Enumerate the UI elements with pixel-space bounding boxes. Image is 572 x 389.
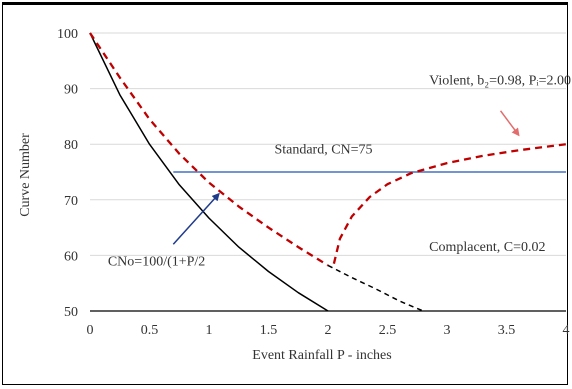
y-tick-label: 100 (57, 27, 78, 42)
y-tick-label: 90 (64, 83, 78, 98)
annotation-arrow-violent (499, 110, 520, 137)
y-tick-label: 60 (64, 249, 78, 264)
axes: 50 60 70 80 90 100 0 0.5 1 1.5 2 2.5 3 3.5 4 Event Rain… (18, 27, 570, 363)
x-tick-label: 1.5 (260, 323, 278, 338)
y-axis-title: Curve Number (18, 133, 33, 217)
x-tick-label: 0 (87, 323, 94, 338)
annotation-violent: Violent, b₂=0.98, Pᵢ=2.00 (429, 74, 571, 89)
x-tick-label: 3.5 (498, 323, 516, 338)
x-tick-label: 2 (325, 323, 332, 338)
annotation-complacent: Complacent, C=0.02 (429, 240, 545, 255)
y-tick-label: 50 (64, 305, 78, 320)
x-tick-label: 4 (563, 323, 570, 338)
x-tick-label: 1 (206, 323, 213, 338)
annotation-arrow-cno (172, 192, 220, 245)
grid-lines (90, 32, 566, 256)
y-tick-label: 70 (64, 194, 78, 209)
series-violent-falling (89, 32, 329, 267)
series-complacent-continuation (327, 264, 424, 312)
series-group (89, 32, 567, 312)
x-axis-title: Event Rainfall P - inches (252, 348, 391, 363)
annotation-standard: Standard, CN=75 (274, 143, 372, 158)
labels-group: Violent, b₂=0.98, Pᵢ=2.00 Standard, CN=75… (108, 74, 571, 270)
series-violent-rising (332, 143, 567, 264)
annotation-cno: CNo=100/(1+P/2 (108, 254, 205, 269)
series-cno-curve (89, 32, 329, 312)
chart-frame (2, 2, 568, 385)
x-tick-label: 3 (444, 323, 451, 338)
y-tick-label: 80 (64, 138, 78, 153)
x-tick-label: 2.5 (379, 323, 397, 338)
x-tick-label: 0.5 (141, 323, 159, 338)
